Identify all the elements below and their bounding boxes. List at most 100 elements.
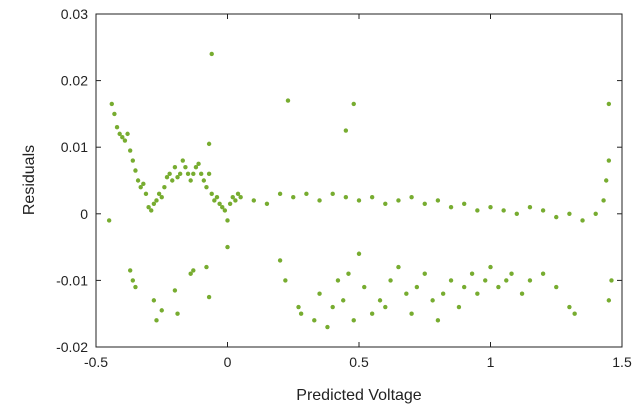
data-point bbox=[227, 201, 233, 207]
data-point bbox=[317, 198, 322, 203]
data-point bbox=[135, 178, 141, 183]
data-point bbox=[422, 201, 427, 207]
data-point bbox=[475, 291, 480, 296]
data-point bbox=[214, 194, 220, 200]
data-point bbox=[209, 191, 214, 197]
data-point bbox=[554, 284, 559, 290]
x-tick-label: 1.5 bbox=[612, 354, 632, 370]
x-tick-label: 1 bbox=[487, 354, 495, 370]
data-point bbox=[554, 214, 559, 220]
data-point bbox=[225, 218, 230, 223]
data-point bbox=[356, 251, 362, 256]
data-point bbox=[130, 158, 136, 163]
data-point bbox=[112, 111, 117, 117]
data-point bbox=[440, 291, 446, 296]
data-point bbox=[488, 264, 493, 270]
data-point bbox=[317, 291, 322, 296]
data-point bbox=[172, 288, 178, 293]
data-point bbox=[519, 291, 525, 296]
data-point bbox=[462, 284, 467, 290]
data-point bbox=[149, 208, 154, 213]
x-axis-ticks: -0.5 0 0.5 1 1.5 bbox=[84, 14, 632, 370]
data-point bbox=[606, 158, 612, 163]
data-point bbox=[151, 298, 157, 303]
data-point bbox=[593, 211, 598, 216]
data-point bbox=[514, 211, 519, 216]
y-tick-label: -0.01 bbox=[56, 272, 88, 288]
data-point bbox=[369, 194, 375, 200]
data-point bbox=[167, 171, 172, 177]
data-point bbox=[448, 204, 454, 210]
data-point bbox=[606, 101, 612, 107]
y-tick-label: 0.03 bbox=[61, 6, 88, 22]
data-point bbox=[383, 304, 388, 310]
data-point bbox=[330, 191, 335, 197]
data-point bbox=[162, 184, 167, 190]
data-point bbox=[540, 271, 546, 276]
data-point bbox=[422, 271, 427, 276]
data-point bbox=[175, 311, 180, 316]
data-point bbox=[285, 98, 291, 103]
data-point bbox=[199, 171, 204, 177]
data-point bbox=[125, 131, 130, 137]
data-point bbox=[414, 284, 420, 290]
y-axis-ticks: -0.02 -0.01 0 0.01 0.02 0.03 bbox=[56, 6, 622, 355]
data-point bbox=[238, 194, 243, 200]
data-point bbox=[475, 208, 480, 213]
data-point bbox=[209, 51, 214, 57]
data-point bbox=[567, 211, 572, 216]
data-point bbox=[483, 278, 488, 283]
y-tick-label: 0.01 bbox=[61, 139, 88, 155]
data-point bbox=[175, 174, 180, 180]
data-point bbox=[325, 324, 330, 330]
data-point bbox=[377, 298, 383, 303]
data-point bbox=[609, 278, 614, 283]
data-point bbox=[351, 318, 356, 323]
data-point bbox=[188, 271, 193, 276]
data-point bbox=[277, 191, 283, 197]
data-point bbox=[606, 298, 612, 303]
data-point bbox=[296, 304, 301, 310]
data-point bbox=[469, 271, 475, 276]
y-tick-label: -0.02 bbox=[56, 339, 88, 355]
data-point bbox=[172, 164, 178, 170]
data-point bbox=[193, 164, 199, 170]
data-point bbox=[409, 311, 414, 316]
data-point bbox=[191, 268, 196, 273]
data-point bbox=[251, 198, 256, 203]
data-point bbox=[143, 191, 149, 197]
y-axis-title: Residuals bbox=[21, 145, 38, 215]
data-point bbox=[206, 141, 212, 147]
data-point bbox=[159, 194, 164, 200]
data-point bbox=[204, 184, 209, 190]
data-point bbox=[212, 198, 217, 203]
x-tick-label: 0.5 bbox=[349, 354, 369, 370]
data-point bbox=[201, 178, 207, 183]
plot-frame bbox=[95, 13, 623, 348]
x-tick-label: -0.5 bbox=[84, 354, 108, 370]
data-point bbox=[217, 201, 222, 207]
data-point bbox=[206, 294, 212, 300]
data-point bbox=[277, 258, 283, 263]
data-point bbox=[151, 201, 157, 207]
data-point bbox=[580, 218, 585, 223]
data-point bbox=[572, 311, 577, 316]
data-point bbox=[235, 191, 241, 197]
data-point bbox=[396, 264, 401, 270]
data-point bbox=[159, 308, 164, 313]
data-point bbox=[335, 278, 341, 283]
data-point bbox=[146, 204, 151, 210]
data-point bbox=[601, 198, 606, 203]
data-point bbox=[114, 125, 120, 130]
data-point bbox=[346, 271, 351, 276]
data-point bbox=[191, 171, 196, 177]
data-point bbox=[185, 171, 191, 177]
data-point bbox=[264, 201, 270, 207]
data-point bbox=[509, 271, 514, 276]
data-point bbox=[204, 264, 209, 270]
data-point bbox=[180, 158, 185, 163]
data-point bbox=[343, 128, 349, 133]
data-point bbox=[496, 284, 501, 290]
data-point bbox=[409, 194, 414, 200]
